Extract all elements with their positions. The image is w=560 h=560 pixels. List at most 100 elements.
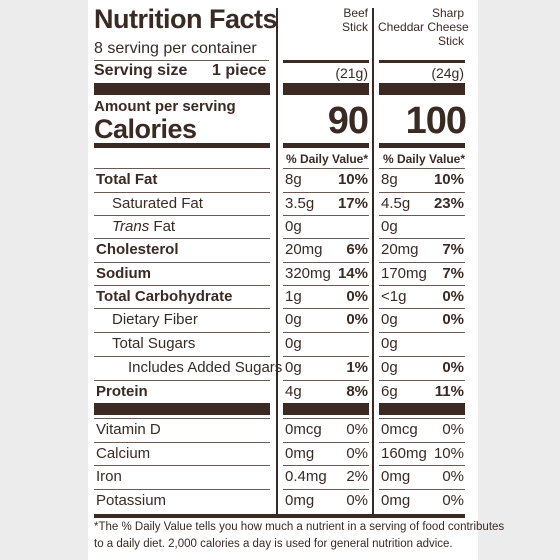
row-divider (94, 285, 270, 286)
nutrient-p2-amount: 0g (381, 311, 398, 328)
nutrient-p2-amount: <1g (381, 288, 407, 305)
row-divider (94, 356, 270, 357)
nutrient-name: Cholesterol (96, 241, 179, 258)
nutrient-p1-dv: 14% (337, 265, 368, 282)
row-divider (283, 262, 369, 263)
nutrient-p2-dv: 7% (442, 241, 464, 258)
row-divider (379, 332, 465, 333)
nutrient-p2-dv: 7% (442, 265, 464, 282)
nutrient-p2-dv: 10% (433, 445, 464, 462)
nutrient-p2-amount: 20mg (381, 241, 419, 258)
nutrient-p1-dv: 0% (346, 445, 368, 462)
nutrient-p1-amount: 0.4mg (285, 468, 327, 485)
row-divider (94, 168, 270, 169)
medium-bar-left (94, 143, 270, 148)
nutrient-name: Saturated Fat (112, 195, 203, 212)
nutrient-p1-dv: 10% (337, 171, 368, 188)
nutrient-name: Total Sugars (112, 335, 196, 352)
nutrient-name: Total Carbohydrate (96, 288, 233, 305)
row-divider (283, 332, 369, 333)
thick-bar-2-left (94, 403, 270, 415)
nutrient-name: Iron (96, 468, 122, 485)
row-divider (379, 262, 465, 263)
nutrient-p2-dv: 0% (442, 288, 464, 305)
row-divider (283, 238, 369, 239)
nutrient-p1-dv: 0% (346, 288, 368, 305)
nutrient-name: Potassium (96, 492, 167, 509)
row-divider (283, 192, 369, 193)
thick-bar-1-left (94, 83, 270, 95)
row-divider (94, 215, 270, 216)
row-divider (283, 356, 369, 357)
nutrient-p2-dv: 23% (433, 195, 464, 212)
nutrient-p2-dv: 0% (442, 468, 464, 485)
product-2-calories: 100 (405, 100, 467, 142)
row-divider (379, 489, 465, 490)
nutrient-p1-dv: 1% (346, 359, 368, 376)
row-divider (379, 465, 465, 466)
nutrient-p2-amount: 0mcg (381, 421, 418, 438)
row-divider (94, 308, 270, 309)
nutrient-p2-amount: 6g (381, 383, 398, 400)
serving-size-label: Serving size (94, 62, 188, 79)
thick-bar-1-p2 (379, 83, 465, 95)
row-divider (379, 285, 465, 286)
footnote-bar (94, 514, 465, 518)
nutrient-p1-amount: 20mg (285, 241, 323, 258)
product-1-serving-weight: (21g) (335, 65, 368, 81)
nutrient-p1-dv: 0% (346, 311, 368, 328)
serving-size-value: 1 piece (212, 62, 267, 79)
nutrient-name: Protein (96, 383, 148, 400)
nutrient-p1-dv: 6% (346, 241, 368, 258)
nutrient-p1-amount: 0g (285, 359, 302, 376)
nutrient-p1-amount: 0mcg (285, 421, 322, 438)
row-divider (379, 192, 465, 193)
nutrient-p2-amount: 4.5g (381, 195, 411, 212)
nutrient-p1-amount: 1g (285, 288, 302, 305)
divider-serving-left (94, 60, 269, 61)
nutrient-p1-amount: 0g (285, 311, 302, 328)
row-divider (379, 442, 465, 443)
nutrient-p1-amount: 4g (285, 383, 302, 400)
nutrient-name: Calcium (96, 445, 151, 462)
nutrient-name: Total Fat (96, 171, 158, 188)
nutrient-p1-amount: 0g (285, 335, 302, 352)
nutrient-p1-dv: 0% (346, 492, 368, 509)
nutrient-name-rest: Fat (149, 218, 176, 235)
row-divider (283, 442, 369, 443)
column-divider-2 (372, 8, 374, 516)
row-divider (379, 380, 465, 381)
nutrient-p2-dv: 0% (442, 492, 464, 509)
nutrient-p1-dv: 2% (346, 468, 368, 485)
nutrient-name: Dietary Fiber (112, 311, 198, 328)
row-divider (94, 332, 270, 333)
medium-bar-p2 (379, 143, 465, 148)
row-divider (283, 285, 369, 286)
nutrient-p1-amount: 320mg (285, 265, 331, 282)
row-divider (94, 465, 270, 466)
nutrient-p2-amount: 8g (381, 171, 398, 188)
row-divider (94, 262, 270, 263)
nutrient-p2-amount: 0g (381, 335, 398, 352)
row-divider (94, 418, 270, 419)
servings-per-container: 8 serving per container (94, 40, 257, 57)
row-divider (283, 380, 369, 381)
amount-per-serving: Amount per serving (94, 98, 236, 115)
calories-label: Calories (94, 114, 197, 144)
nutrient-p2-amount: 160mg (381, 445, 427, 462)
nutrient-p2-amount: 170mg (381, 265, 427, 282)
row-divider (283, 168, 369, 169)
nutrient-name: Sodium (96, 265, 151, 282)
footnote-line-2: to a daily diet. 2,000 calories a day is… (94, 538, 453, 550)
row-divider (379, 215, 465, 216)
row-divider (94, 380, 270, 381)
nutrient-p2-amount: 0mg (381, 468, 411, 485)
nutrient-p2-amount: 0mg (381, 492, 411, 509)
nutrient-p2-amount: 0g (381, 218, 398, 235)
nutrient-name: Trans Fat (112, 218, 175, 235)
row-divider (94, 489, 270, 490)
nutrient-p1-dv: 0% (346, 421, 368, 438)
divider-serving-p2 (379, 60, 465, 63)
thick-bar-2-p2 (379, 403, 465, 415)
product-2-serving-weight: (24g) (431, 65, 464, 81)
